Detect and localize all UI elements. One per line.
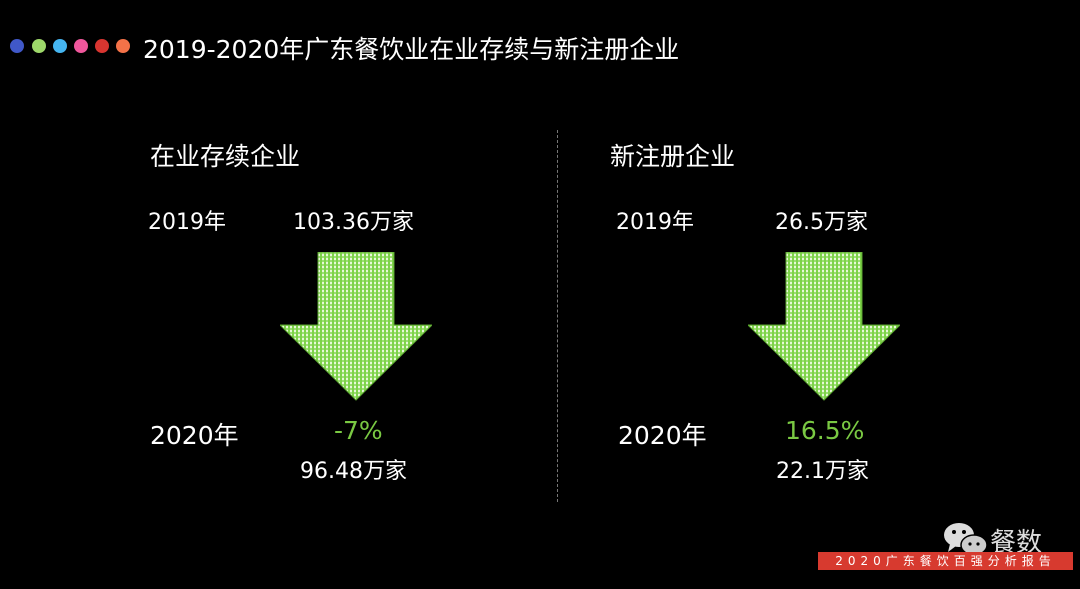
right-value-2020: 22.1万家 — [776, 459, 869, 484]
wechat-icon — [944, 523, 988, 556]
down-arrow-icon — [748, 252, 900, 401]
down-arrow-icon — [280, 252, 432, 401]
left-heading: 在业存续企业 — [150, 142, 301, 171]
left-change: -7% — [334, 416, 383, 445]
right-year-2019: 2019年 — [616, 210, 694, 235]
right-year-2020: 2020年 — [618, 421, 707, 450]
right-heading: 新注册企业 — [610, 142, 736, 171]
right-change: 16.5% — [785, 416, 865, 445]
left-year-2020: 2020年 — [150, 421, 239, 450]
dot-red — [95, 39, 109, 53]
left-value-2019: 103.36万家 — [293, 210, 414, 235]
report-banner: 2020广东餐饮百强分析报告 — [818, 552, 1073, 570]
dot-blue — [10, 39, 24, 53]
right-value-2019: 26.5万家 — [775, 210, 868, 235]
dot-green — [32, 39, 46, 53]
dot-pink — [74, 39, 88, 53]
left-value-2020: 96.48万家 — [300, 459, 407, 484]
dot-lightblue — [53, 39, 67, 53]
divider — [557, 130, 558, 502]
left-year-2019: 2019年 — [148, 210, 226, 235]
page-title: 2019-2020年广东餐饮业在业存续与新注册企业 — [143, 35, 680, 64]
dot-orange — [116, 39, 130, 53]
